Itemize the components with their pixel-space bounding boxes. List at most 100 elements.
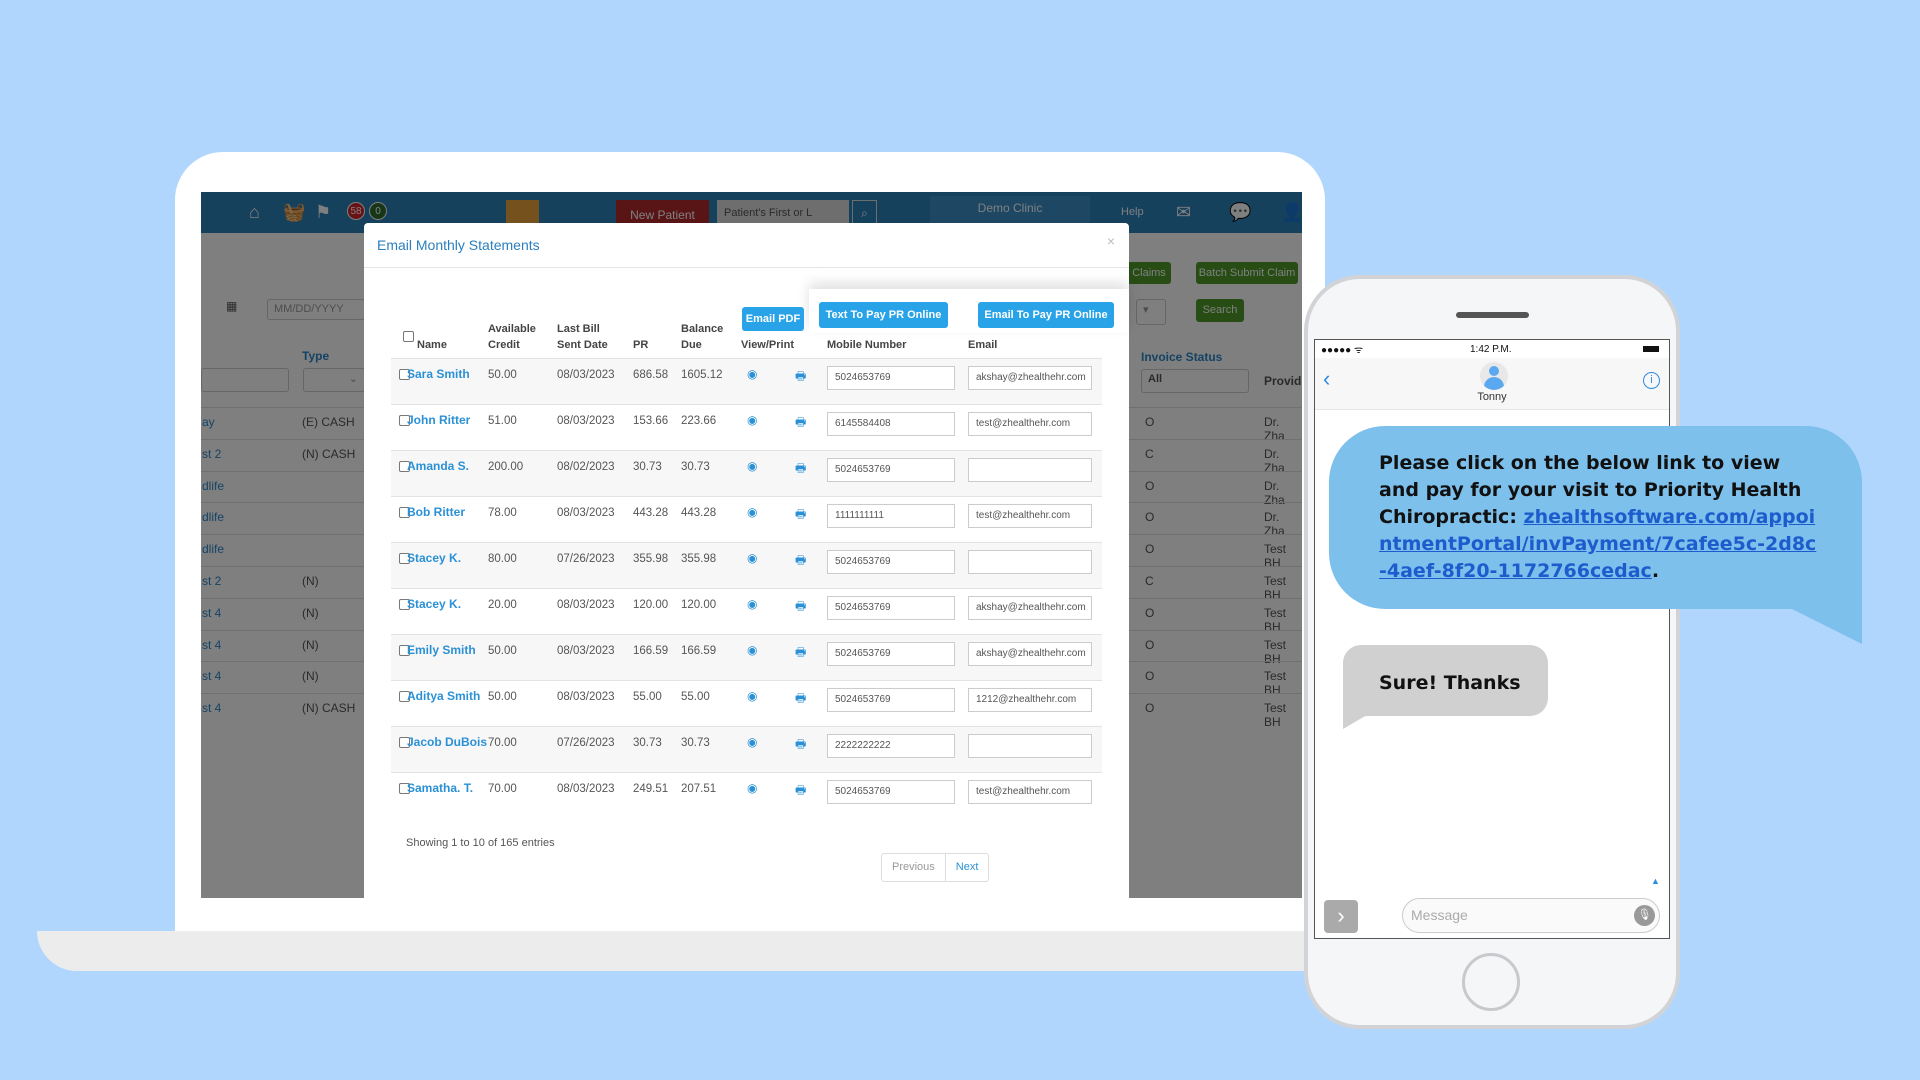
header-view-print: View/Print <box>741 339 794 351</box>
view-icon[interactable]: ◉ <box>747 735 758 749</box>
header-mobile: Mobile Number <box>827 339 907 351</box>
last-bill-date: 08/03/2023 <box>557 415 615 427</box>
view-icon[interactable]: ◉ <box>747 551 758 565</box>
select-all-checkbox[interactable] <box>403 331 414 342</box>
print-icon[interactable]: 🖶 <box>795 553 807 567</box>
email-input[interactable]: test@zhealthehr.com <box>968 504 1092 528</box>
mobile-number-input[interactable]: 6145584408 <box>827 412 955 436</box>
view-icon[interactable]: ◉ <box>747 689 758 703</box>
patient-name-link[interactable]: Aditya Smith <box>407 689 481 703</box>
row-checkbox[interactable] <box>399 507 410 518</box>
info-icon[interactable]: i <box>1643 372 1660 389</box>
mobile-number-input[interactable]: 5024653769 <box>827 458 955 482</box>
text-to-pay-button[interactable]: Text To Pay PR Online <box>819 302 948 328</box>
print-icon[interactable]: 🖶 <box>795 645 807 659</box>
last-bill-date: 08/03/2023 <box>557 599 615 611</box>
available-credit: 50.00 <box>488 691 517 703</box>
email-input[interactable]: akshay@zhealthehr.com <box>968 642 1092 666</box>
statement-row: Bob Ritter 78.00 08/03/2023 443.28 443.2… <box>391 496 1102 542</box>
print-icon[interactable]: 🖶 <box>795 783 807 797</box>
mobile-number-input[interactable]: 1111111111 <box>827 504 955 528</box>
available-credit: 20.00 <box>488 599 517 611</box>
email-input[interactable]: test@zhealthehr.com <box>968 780 1092 804</box>
email-input[interactable]: akshay@zhealthehr.com <box>968 366 1092 390</box>
row-checkbox[interactable] <box>399 737 410 748</box>
email-input[interactable] <box>968 458 1092 482</box>
balance-due: 120.00 <box>681 599 717 611</box>
mobile-number-input[interactable]: 5024653769 <box>827 366 955 390</box>
print-icon[interactable]: 🖶 <box>795 415 807 429</box>
patient-name-link[interactable]: Amanda S. <box>407 459 470 473</box>
expand-icon[interactable]: › <box>1324 900 1358 933</box>
mobile-number-input[interactable]: 2222222222 <box>827 734 955 758</box>
mobile-number-input[interactable]: 5024653769 <box>827 688 955 712</box>
email-pdf-button[interactable]: Email PDF <box>742 307 804 331</box>
email-input[interactable]: test@zhealthehr.com <box>968 412 1092 436</box>
row-checkbox[interactable] <box>399 553 410 564</box>
patient-name-link[interactable]: Emily Smith <box>407 643 476 657</box>
patient-name-link[interactable]: Bob Ritter <box>407 505 465 519</box>
print-icon[interactable]: 🖶 <box>795 737 807 751</box>
contact-name: Tonny <box>1477 391 1507 403</box>
home-button[interactable] <box>1462 953 1520 1011</box>
view-icon[interactable]: ◉ <box>747 781 758 795</box>
close-icon[interactable]: × <box>1106 233 1115 249</box>
pr-amount: 443.28 <box>633 507 669 519</box>
patient-name-link[interactable]: Stacey K. <box>407 597 462 611</box>
balance-due: 443.28 <box>681 507 717 519</box>
view-icon[interactable]: ◉ <box>747 597 758 611</box>
previous-button[interactable]: Previous <box>882 854 946 881</box>
back-icon[interactable]: ‹ <box>1323 366 1331 391</box>
patient-name-link[interactable]: Samatha. T. <box>407 781 474 795</box>
microphone-icon[interactable]: 🎙 <box>1634 905 1655 926</box>
payment-link[interactable]: zhealthsoftware.com/appointmentPortal/in… <box>1379 506 1817 582</box>
header-sent-date: Sent Date <box>557 339 608 351</box>
view-icon[interactable]: ◉ <box>747 459 758 473</box>
view-icon[interactable]: ◉ <box>747 643 758 657</box>
row-checkbox[interactable] <box>399 461 410 472</box>
print-icon[interactable]: 🖶 <box>795 461 807 475</box>
mobile-number-input[interactable]: 5024653769 <box>827 642 955 666</box>
row-checkbox[interactable] <box>399 691 410 702</box>
scroll-up-icon[interactable]: ▲ <box>1651 876 1660 886</box>
header-balance: Balance <box>681 323 724 335</box>
mobile-number-input[interactable]: 5024653769 <box>827 780 955 804</box>
mobile-number-input[interactable]: 5024653769 <box>827 596 955 620</box>
next-button[interactable]: Next <box>955 861 979 873</box>
email-input[interactable]: 1212@zhealthehr.com <box>968 688 1092 712</box>
print-icon[interactable]: 🖶 <box>795 691 807 705</box>
patient-name-link[interactable]: Stacey K. <box>407 551 462 565</box>
row-checkbox[interactable] <box>399 783 410 794</box>
email-input[interactable] <box>968 550 1092 574</box>
last-bill-date: 08/03/2023 <box>557 645 615 657</box>
patient-name-link[interactable]: John Ritter <box>407 413 471 427</box>
row-checkbox[interactable] <box>399 415 410 426</box>
view-icon[interactable]: ◉ <box>747 413 758 427</box>
view-icon[interactable]: ◉ <box>747 367 758 381</box>
print-icon[interactable]: 🖶 <box>795 599 807 613</box>
header-due: Due <box>681 339 702 351</box>
available-credit: 50.00 <box>488 369 517 381</box>
print-icon[interactable]: 🖶 <box>795 369 807 383</box>
print-icon[interactable]: 🖶 <box>795 507 807 521</box>
available-credit: 200.00 <box>488 461 524 473</box>
available-credit: 78.00 <box>488 507 517 519</box>
row-checkbox[interactable] <box>399 645 410 656</box>
pr-amount: 686.58 <box>633 369 669 381</box>
balance-due: 1605.12 <box>681 369 723 381</box>
available-credit: 70.00 <box>488 783 517 795</box>
row-checkbox[interactable] <box>399 369 410 380</box>
pr-amount: 120.00 <box>633 599 669 611</box>
email-to-pay-button[interactable]: Email To Pay PR Online <box>978 302 1114 328</box>
view-icon[interactable]: ◉ <box>747 505 758 519</box>
available-credit: 70.00 <box>488 737 517 749</box>
last-bill-date: 08/03/2023 <box>557 691 615 703</box>
row-checkbox[interactable] <box>399 599 410 610</box>
mobile-number-input[interactable]: 5024653769 <box>827 550 955 574</box>
email-input[interactable] <box>968 734 1092 758</box>
patient-name-link[interactable]: Sara Smith <box>407 367 470 381</box>
contact-avatar[interactable] <box>1480 362 1508 390</box>
message-input[interactable]: Message 🎙 <box>1402 898 1660 933</box>
email-input[interactable]: akshay@zhealthehr.com <box>968 596 1092 620</box>
patient-name-link[interactable]: Jacob DuBois <box>407 735 488 749</box>
